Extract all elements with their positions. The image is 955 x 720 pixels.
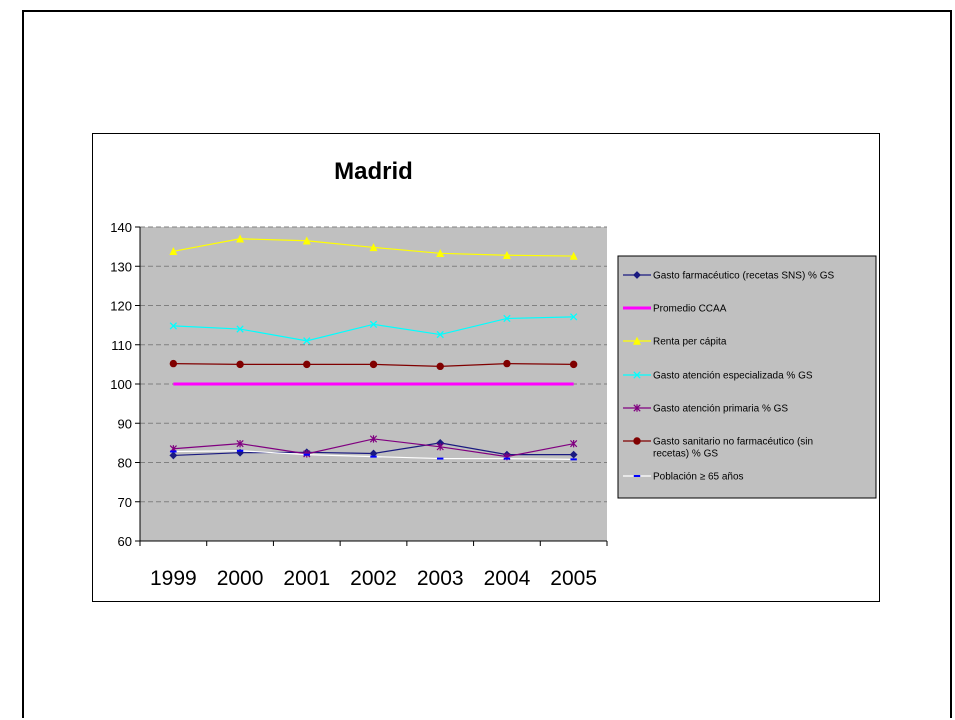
series-2 bbox=[169, 234, 578, 260]
data-point bbox=[569, 360, 578, 369]
y-tick-label: 80 bbox=[118, 456, 132, 471]
data-point bbox=[503, 359, 511, 368]
data-point bbox=[369, 320, 378, 328]
data-point bbox=[436, 362, 444, 371]
legend-item: Gasto atención primaria % GS bbox=[623, 404, 788, 415]
legend-label: Gasto farmacéutico (recetas SNS) % GS bbox=[653, 271, 835, 282]
x-tick-label: 2000 bbox=[217, 567, 264, 590]
legend-item: Población ≥ 65 años bbox=[623, 472, 744, 483]
legend-label: Población ≥ 65 años bbox=[653, 472, 744, 483]
data-point bbox=[369, 243, 378, 252]
legend-item: Gasto atención especializada % GS bbox=[623, 371, 813, 382]
y-tick-label: 100 bbox=[110, 377, 132, 392]
legend: Gasto farmacéutico (recetas SNS) % GS Pro… bbox=[617, 255, 877, 499]
data-point bbox=[303, 360, 311, 369]
legend-item: Promedio CCAA bbox=[623, 304, 727, 315]
x-tick-label: 2005 bbox=[550, 567, 597, 590]
data-point bbox=[632, 336, 642, 345]
legend-item: Gasto farmacéutico (recetas SNS) % GS bbox=[623, 271, 835, 282]
y-tick-label: 130 bbox=[110, 259, 132, 274]
data-point bbox=[569, 313, 578, 321]
y-tick-label: 140 bbox=[110, 220, 132, 235]
legend-label: Gasto atención especializada % GS bbox=[653, 371, 813, 382]
data-point bbox=[570, 439, 578, 448]
data-point bbox=[369, 360, 378, 369]
x-tick-label: 1999 bbox=[150, 567, 197, 590]
data-point bbox=[303, 337, 311, 345]
data-point bbox=[569, 450, 578, 459]
data-point bbox=[236, 360, 244, 369]
plot-area: 60 70 80 90 100 110 120 130 140 1999 2000 2001 2002 2… bbox=[110, 220, 608, 590]
legend-label: Renta per cápita bbox=[653, 337, 727, 348]
data-point bbox=[236, 325, 244, 333]
legend-item: Renta per cápita bbox=[623, 337, 727, 348]
data-point bbox=[169, 451, 178, 460]
data-point bbox=[169, 359, 178, 368]
series-5 bbox=[169, 359, 578, 371]
data-point bbox=[503, 314, 511, 323]
x-tick-label: 2003 bbox=[417, 567, 464, 590]
data-point bbox=[569, 251, 578, 260]
data-point bbox=[169, 322, 178, 330]
legend-label: Gasto atención primaria % GS bbox=[653, 404, 788, 415]
y-tick-label: 90 bbox=[118, 416, 132, 431]
data-point bbox=[633, 271, 641, 279]
y-tick-label: 110 bbox=[111, 338, 132, 353]
data-point bbox=[369, 435, 378, 443]
x-tick-label: 2001 bbox=[283, 567, 330, 590]
series-6 bbox=[170, 449, 577, 461]
y-tick-label: 120 bbox=[110, 299, 132, 314]
legend-item: Gasto sanitario no farmacéutico (sin rece… bbox=[623, 437, 813, 460]
data-point bbox=[502, 250, 511, 259]
data-point bbox=[302, 236, 311, 245]
data-point bbox=[236, 234, 245, 243]
legend-label: Gasto sanitario no farmacéutico (sin rece… bbox=[653, 437, 813, 460]
y-tick-label: 60 bbox=[118, 534, 132, 549]
data-point bbox=[436, 248, 445, 257]
chart-title: Madrid bbox=[334, 158, 413, 185]
data-point bbox=[633, 404, 641, 412]
legend-label: Promedio CCAA bbox=[653, 304, 727, 315]
data-point bbox=[436, 443, 444, 451]
data-point bbox=[633, 437, 641, 445]
legend-box bbox=[617, 255, 877, 499]
data-point bbox=[633, 371, 641, 379]
data-point bbox=[436, 330, 444, 339]
data-point bbox=[169, 247, 178, 256]
data-point bbox=[236, 439, 244, 448]
y-tick-label: 70 bbox=[118, 495, 132, 510]
x-tick-label: 2002 bbox=[350, 567, 397, 590]
series-3 bbox=[169, 313, 578, 345]
x-tick-label: 2004 bbox=[484, 567, 531, 590]
